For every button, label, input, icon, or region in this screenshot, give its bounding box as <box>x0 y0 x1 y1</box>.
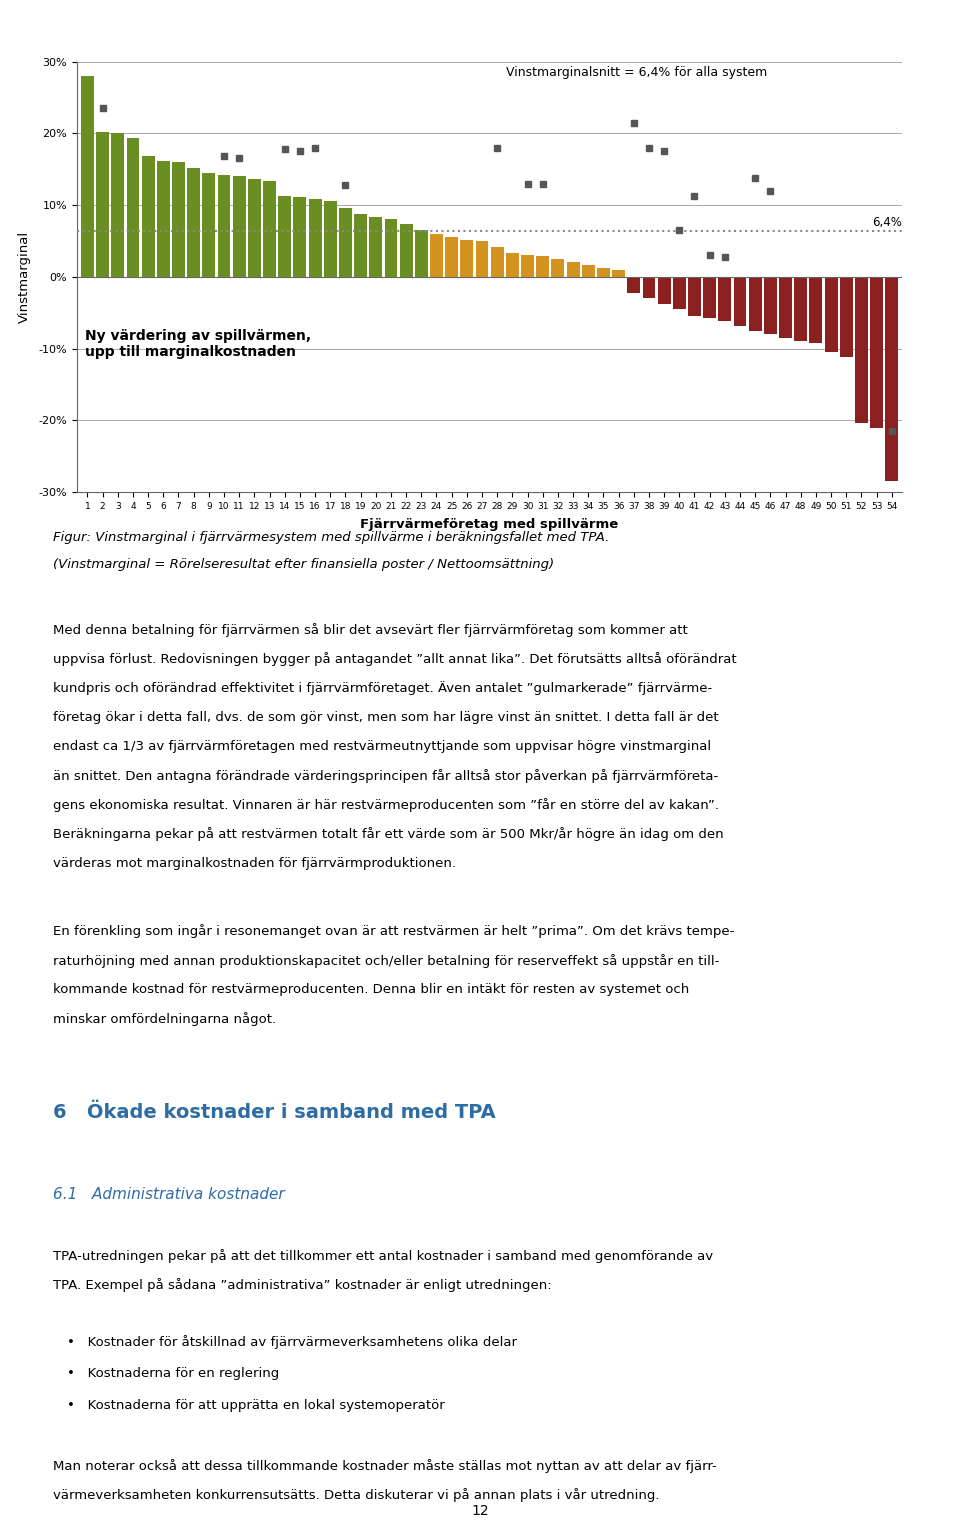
Bar <box>127 138 139 277</box>
Bar <box>263 181 276 277</box>
Bar <box>308 198 322 277</box>
Text: värmeverksamheten konkurrensutsätts. Detta diskuterar vi på annan plats i vår ut: värmeverksamheten konkurrensutsätts. Det… <box>53 1489 660 1503</box>
Bar <box>688 277 701 317</box>
Bar <box>445 237 458 277</box>
Bar <box>278 195 291 277</box>
Bar <box>399 225 413 277</box>
Text: minskar omfördelningarna något.: minskar omfördelningarna något. <box>53 1012 276 1026</box>
Text: kundpris och oförändrad effektivitet i fjärrvärmföretaget. Även antalet ”gulmark: kundpris och oförändrad effektivitet i f… <box>53 681 712 695</box>
Text: TPA. Exempel på sådana ”administrativa” kostnader är enligt utredningen:: TPA. Exempel på sådana ”administrativa” … <box>53 1278 551 1292</box>
Text: Man noterar också att dessa tillkommande kostnader måste ställas mot nyttan av a: Man noterar också att dessa tillkommande… <box>53 1460 716 1473</box>
Text: •   Kostnaderna för att upprätta en lokal systemoperatör: • Kostnaderna för att upprätta en lokal … <box>67 1400 444 1412</box>
Bar <box>658 277 671 305</box>
Bar <box>764 277 777 334</box>
Text: Vinstmarginalsnitt = 6,4% för alla system: Vinstmarginalsnitt = 6,4% för alla syste… <box>506 66 767 78</box>
Text: •   Kostnader för åtskillnad av fjärrvärmeverksamhetens olika delar: • Kostnader för åtskillnad av fjärrvärme… <box>67 1335 517 1349</box>
Text: TPA-utredningen pekar på att det tillkommer ett antal kostnader i samband med ge: TPA-utredningen pekar på att det tillkom… <box>53 1249 713 1263</box>
Text: 6   Ökade kostnader i samband med TPA: 6 Ökade kostnader i samband med TPA <box>53 1103 495 1121</box>
Bar <box>142 157 155 277</box>
Text: Beräkningarna pekar på att restvärmen totalt får ett värde som är 500 Mkr/år hög: Beräkningarna pekar på att restvärmen to… <box>53 827 724 841</box>
Bar <box>825 277 837 352</box>
Bar <box>673 277 685 309</box>
Bar <box>156 160 170 277</box>
Text: gens ekonomiska resultat. Vinnaren är här restvärmeproducenten som ”får en störr: gens ekonomiska resultat. Vinnaren är hä… <box>53 798 719 812</box>
Bar <box>248 180 261 277</box>
Text: företag ökar i detta fall, dvs. de som gör vinst, men som har lägre vinst än sni: företag ökar i detta fall, dvs. de som g… <box>53 711 718 723</box>
Bar <box>704 277 716 318</box>
Text: En förenkling som ingår i resonemanget ovan är att restvärmen är helt ”prima”. O: En förenkling som ingår i resonemanget o… <box>53 924 734 938</box>
Text: värderas mot marginalkostnaden för fjärrvärmproduktionen.: värderas mot marginalkostnaden för fjärr… <box>53 857 456 869</box>
Text: 6,4%: 6,4% <box>873 215 902 229</box>
Bar <box>339 208 352 277</box>
Bar <box>537 255 549 277</box>
Text: än snittet. Den antagna förändrade värderingsprincipen får alltså stor påverkan : än snittet. Den antagna förändrade värde… <box>53 769 718 783</box>
Bar <box>809 277 823 343</box>
Bar <box>870 277 883 428</box>
Bar <box>718 277 732 321</box>
Bar <box>521 255 534 277</box>
Bar <box>506 254 518 277</box>
Bar <box>96 132 109 277</box>
Bar <box>582 265 594 277</box>
Bar <box>780 277 792 338</box>
Bar <box>81 75 94 277</box>
Bar <box>218 175 230 277</box>
Bar <box>597 268 610 277</box>
Bar <box>354 214 367 277</box>
Bar <box>385 218 397 277</box>
Bar <box>172 161 185 277</box>
Bar <box>612 271 625 277</box>
Bar <box>642 277 656 298</box>
Bar <box>885 277 899 481</box>
Bar <box>627 277 640 292</box>
Bar <box>203 172 215 277</box>
Bar <box>733 277 747 326</box>
Text: endast ca 1/3 av fjärrvärmföretagen med restvärmeutnyttjande som uppvisar högre : endast ca 1/3 av fjärrvärmföretagen med … <box>53 740 711 752</box>
Text: 6.1   Administrativa kostnader: 6.1 Administrativa kostnader <box>53 1187 284 1203</box>
Bar <box>840 277 852 357</box>
Bar <box>461 240 473 277</box>
Bar <box>415 231 428 277</box>
Bar <box>566 263 580 277</box>
Text: Med denna betalning för fjärrvärmen så blir det avsevärt fler fjärrvärmföretag s: Med denna betalning för fjärrvärmen så b… <box>53 623 687 637</box>
Bar <box>430 234 443 277</box>
Bar <box>475 241 489 277</box>
Bar <box>370 217 382 277</box>
Text: 12: 12 <box>471 1504 489 1518</box>
Y-axis label: Vinstmarginal: Vinstmarginal <box>18 231 32 323</box>
Text: uppvisa förlust. Redovisningen bygger på antagandet ”allt annat lika”. Det förut: uppvisa förlust. Redovisningen bygger på… <box>53 652 736 666</box>
Text: •   Kostnaderna för en reglering: • Kostnaderna för en reglering <box>67 1367 279 1380</box>
Bar <box>187 169 200 277</box>
Bar <box>232 177 246 277</box>
Bar <box>111 134 124 277</box>
Bar <box>294 197 306 277</box>
Text: Ny värdering av spillvärmen,
upp till marginalkostnaden: Ny värdering av spillvärmen, upp till ma… <box>85 329 311 358</box>
Bar <box>749 277 761 331</box>
Bar <box>794 277 807 341</box>
Text: Figur: Vinstmarginal i fjärrvärmesystem med spillvärme i beräkningsfallet med TP: Figur: Vinstmarginal i fjärrvärmesystem … <box>53 531 610 543</box>
Bar <box>551 258 564 277</box>
Text: (Vinstmarginal = Rörelseresultat efter finansiella poster / Nettoomsättning): (Vinstmarginal = Rörelseresultat efter f… <box>53 558 554 571</box>
Bar <box>324 201 337 277</box>
Bar <box>491 248 504 277</box>
Text: kommande kostnad för restvärmeproducenten. Denna blir en intäkt för resten av sy: kommande kostnad för restvärmeproducente… <box>53 983 689 995</box>
Text: raturhöjning med annan produktionskapacitet och/eller betalning för reserveffekt: raturhöjning med annan produktionskapaci… <box>53 954 719 967</box>
Bar <box>855 277 868 423</box>
X-axis label: Fjärrvärmeföretag med spillvärme: Fjärrvärmeföretag med spillvärme <box>360 518 619 531</box>
